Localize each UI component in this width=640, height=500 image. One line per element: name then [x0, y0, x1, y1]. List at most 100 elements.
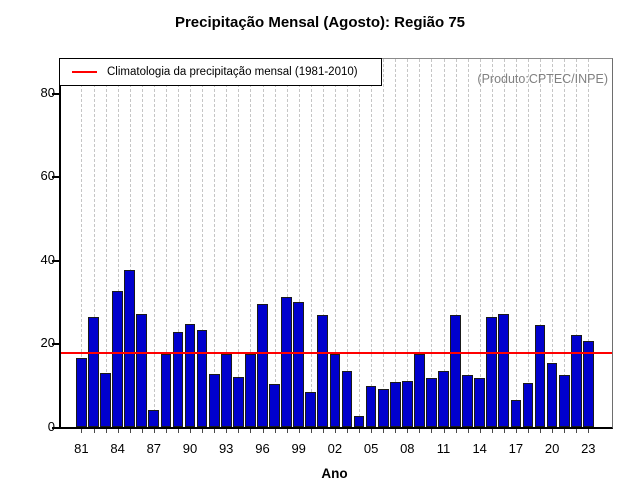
x-tick: [431, 429, 433, 433]
climatology-line-swatch-icon: [72, 71, 97, 73]
gridline: [153, 59, 155, 427]
x-axis-title: Ano: [321, 466, 348, 481]
bar-2006: [377, 389, 389, 427]
gridline: [455, 59, 457, 427]
x-tick-label: 87: [146, 441, 162, 456]
gridline: [395, 59, 397, 427]
x-tick-label: 05: [363, 441, 379, 456]
x-tick: [455, 429, 457, 433]
bar-2018: [522, 383, 534, 427]
bar-2015: [486, 316, 498, 427]
bar-2021: [558, 375, 570, 427]
gridline: [190, 59, 191, 427]
bar-2022: [570, 334, 582, 427]
x-tick: [190, 429, 191, 433]
x-tick: [298, 429, 300, 433]
y-tick: [52, 343, 59, 346]
x-tick: [395, 429, 397, 433]
gridline: [503, 59, 505, 427]
bar-1989: [172, 331, 184, 427]
y-tick: [52, 92, 59, 95]
x-tick: [117, 429, 119, 433]
x-tick: [141, 429, 143, 433]
x-tick: [359, 429, 360, 433]
x-tick-label: 02: [327, 441, 343, 456]
gridline: [588, 59, 590, 427]
gridline: [129, 59, 131, 427]
bar-2020: [546, 363, 558, 427]
bar-1997: [269, 383, 280, 427]
x-tick: [153, 429, 155, 433]
x-tick: [576, 429, 578, 433]
gridline: [105, 59, 107, 427]
x-tick: [81, 429, 83, 433]
gridline: [491, 59, 493, 427]
gridline: [238, 59, 240, 427]
gridline: [443, 59, 445, 427]
gridline: [141, 59, 143, 427]
bar-2023: [582, 340, 594, 427]
x-tick: [202, 429, 204, 433]
gridline: [359, 59, 360, 427]
x-tick-label: 93: [218, 441, 234, 456]
gridline: [515, 59, 517, 427]
bar-2009: [414, 353, 425, 427]
gridline: [286, 59, 288, 427]
chart-title: Precipitação Mensal (Agosto): Região 75: [174, 14, 466, 31]
x-tick: [262, 429, 264, 433]
gridline: [226, 59, 228, 427]
gridline: [540, 59, 542, 427]
x-tick: [310, 429, 312, 433]
x-tick: [528, 429, 529, 433]
x-tick-label: 23: [581, 441, 596, 456]
gridline: [431, 59, 433, 427]
y-tick-label: 20: [40, 335, 55, 351]
x-tick: [334, 429, 336, 433]
x-tick: [540, 429, 542, 433]
x-tick: [419, 429, 421, 433]
bar-1986: [136, 314, 148, 427]
x-tick: [503, 429, 505, 433]
bar-2019: [534, 325, 546, 427]
bar-2003: [341, 371, 353, 427]
legend: Climatologia da precipitação mensal (198…: [59, 58, 382, 86]
gridline: [564, 59, 566, 427]
bar-1984: [112, 290, 123, 427]
x-tick-label: 08: [400, 441, 415, 456]
gridline: [81, 59, 83, 427]
bar-1990: [184, 323, 196, 427]
y-tick: [52, 427, 59, 429]
bar-2000: [305, 391, 317, 427]
climatology-line: [61, 351, 612, 354]
x-tick: [129, 429, 131, 433]
y-tick-label: 40: [40, 251, 55, 267]
bar-1987: [148, 409, 160, 427]
bar-2007: [389, 381, 401, 427]
gridline: [117, 59, 119, 427]
y-tick: [52, 259, 59, 262]
bar-2014: [474, 378, 486, 427]
x-tick: [552, 429, 554, 433]
x-tick-label: 14: [472, 441, 487, 456]
x-tick-label: 90: [182, 441, 198, 456]
bar-2013: [462, 375, 473, 427]
bar-2011: [438, 370, 449, 427]
x-tick-label: 84: [110, 441, 125, 456]
bar-1998: [281, 296, 292, 427]
x-tick-label: 17: [508, 441, 524, 456]
y-tick-label: 80: [40, 84, 55, 100]
bar-1995: [245, 353, 256, 427]
bar-2016: [498, 313, 510, 427]
x-tick: [564, 429, 566, 433]
x-tick: [479, 429, 481, 433]
bar-2002: [329, 354, 341, 427]
gridline: [322, 59, 324, 427]
x-tick: [443, 429, 445, 433]
x-tick: [274, 429, 276, 433]
bar-2004: [353, 415, 365, 427]
gridline: [178, 59, 179, 427]
gridline: [479, 59, 481, 427]
x-tick: [491, 429, 493, 433]
gridline: [250, 59, 252, 427]
bar-2012: [450, 315, 461, 427]
